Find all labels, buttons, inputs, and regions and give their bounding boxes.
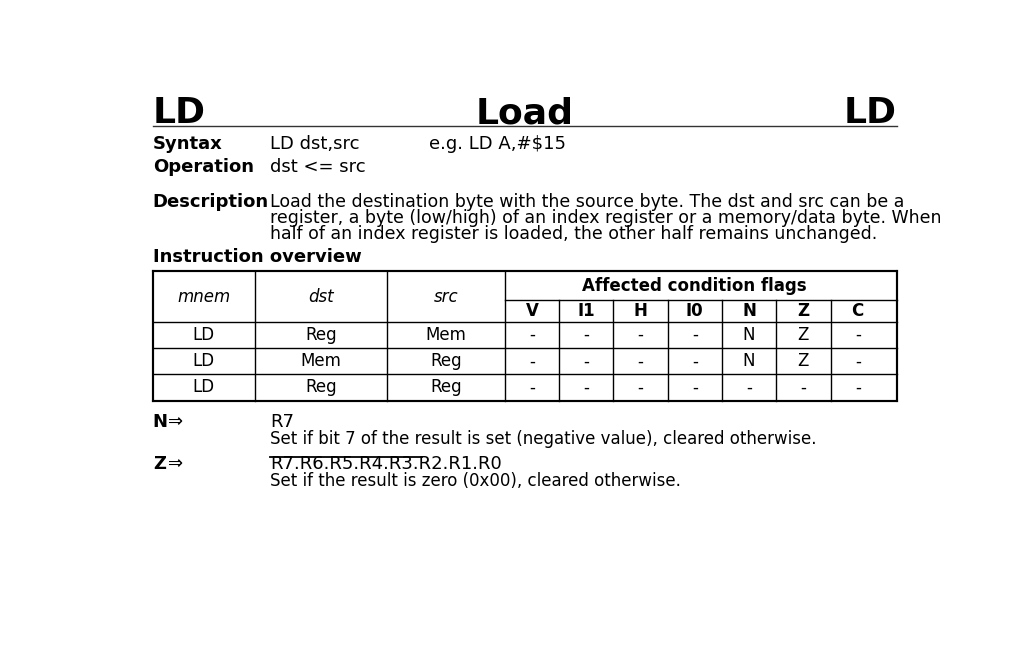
Text: Reg: Reg <box>305 326 337 344</box>
Text: C: C <box>852 302 864 320</box>
Text: N: N <box>153 413 168 431</box>
Text: -: - <box>855 326 861 344</box>
Text: R7: R7 <box>270 413 294 431</box>
Text: -: - <box>855 379 861 396</box>
Text: R7.R6.R5.R4.R3.R2.R1.R0: R7.R6.R5.R4.R3.R2.R1.R0 <box>270 455 502 474</box>
Text: Z: Z <box>153 455 166 474</box>
Bar <box>153 271 897 401</box>
Text: -: - <box>584 352 589 370</box>
Text: Affected condition flags: Affected condition flags <box>583 277 807 295</box>
Text: -: - <box>584 326 589 344</box>
Text: LD: LD <box>193 326 215 344</box>
Text: LD dst,src: LD dst,src <box>270 135 359 153</box>
Text: N: N <box>742 302 756 320</box>
Text: Z: Z <box>798 352 809 370</box>
Text: N: N <box>742 352 756 370</box>
Text: Mem: Mem <box>300 352 341 370</box>
Text: -: - <box>855 352 861 370</box>
Text: LD: LD <box>153 96 206 131</box>
Text: ⇒: ⇒ <box>168 455 183 474</box>
Text: Operation: Operation <box>153 158 254 176</box>
Text: -: - <box>529 352 535 370</box>
Text: Syntax: Syntax <box>153 135 222 153</box>
Text: I0: I0 <box>686 302 703 320</box>
Text: e.g. LD A,#$15: e.g. LD A,#$15 <box>429 135 565 153</box>
Text: -: - <box>692 352 697 370</box>
Text: -: - <box>638 326 643 344</box>
Text: -: - <box>638 352 643 370</box>
Text: LD: LD <box>193 379 215 396</box>
Text: Set if the result is zero (0x00), cleared otherwise.: Set if the result is zero (0x00), cleare… <box>270 472 681 491</box>
Text: I1: I1 <box>578 302 595 320</box>
Text: LD: LD <box>193 352 215 370</box>
Text: N: N <box>742 326 756 344</box>
Text: Z: Z <box>798 302 810 320</box>
Text: Instruction overview: Instruction overview <box>153 249 361 266</box>
Text: -: - <box>638 379 643 396</box>
Text: Reg: Reg <box>305 379 337 396</box>
Text: -: - <box>584 379 589 396</box>
Text: Reg: Reg <box>430 352 462 370</box>
Text: -: - <box>801 379 806 396</box>
Text: Z: Z <box>798 326 809 344</box>
Text: -: - <box>529 326 535 344</box>
Text: dst <= src: dst <= src <box>270 158 366 176</box>
Text: LD: LD <box>844 96 897 131</box>
Text: ⇒: ⇒ <box>168 413 183 431</box>
Text: src: src <box>433 287 459 306</box>
Text: H: H <box>634 302 647 320</box>
Text: mnem: mnem <box>177 287 230 306</box>
Text: Mem: Mem <box>426 326 466 344</box>
Text: -: - <box>529 379 535 396</box>
Text: Set if bit 7 of the result is set (negative value), cleared otherwise.: Set if bit 7 of the result is set (negat… <box>270 430 816 448</box>
Text: Load: Load <box>476 96 573 131</box>
Text: -: - <box>746 379 752 396</box>
Text: V: V <box>525 302 539 320</box>
Text: -: - <box>692 326 697 344</box>
Text: -: - <box>692 379 697 396</box>
Text: half of an index register is loaded, the other half remains unchanged.: half of an index register is loaded, the… <box>270 225 878 243</box>
Text: Reg: Reg <box>430 379 462 396</box>
Text: register, a byte (low/high) of an index register or a memory/data byte. When: register, a byte (low/high) of an index … <box>270 209 941 227</box>
Text: dst: dst <box>308 287 334 306</box>
Text: Description: Description <box>153 193 269 211</box>
Text: Load the destination byte with the source byte. The dst and src can be a: Load the destination byte with the sourc… <box>270 193 904 211</box>
